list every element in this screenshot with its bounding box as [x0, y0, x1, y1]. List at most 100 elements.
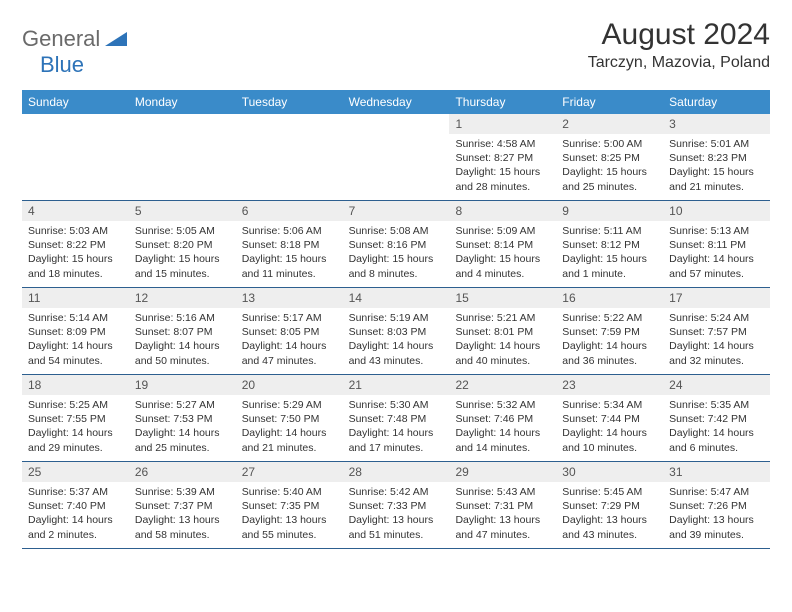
day-number: 27	[236, 462, 343, 482]
day-cell: 5Sunrise: 5:05 AMSunset: 8:20 PMDaylight…	[129, 201, 236, 287]
day-content: Sunrise: 5:43 AMSunset: 7:31 PMDaylight:…	[449, 482, 556, 547]
day-content: Sunrise: 5:22 AMSunset: 7:59 PMDaylight:…	[556, 308, 663, 373]
day-content: Sunrise: 5:08 AMSunset: 8:16 PMDaylight:…	[343, 221, 450, 286]
day-number: 3	[663, 114, 770, 134]
day-number: 28	[343, 462, 450, 482]
day-cell: 8Sunrise: 5:09 AMSunset: 8:14 PMDaylight…	[449, 201, 556, 287]
day-number: 5	[129, 201, 236, 221]
day-cell: 20Sunrise: 5:29 AMSunset: 7:50 PMDayligh…	[236, 375, 343, 461]
day-number: 21	[343, 375, 450, 395]
day-number: 17	[663, 288, 770, 308]
empty-cell	[236, 114, 343, 200]
day-number: 10	[663, 201, 770, 221]
day-cell: 23Sunrise: 5:34 AMSunset: 7:44 PMDayligh…	[556, 375, 663, 461]
day-content: Sunrise: 5:39 AMSunset: 7:37 PMDaylight:…	[129, 482, 236, 547]
day-content: Sunrise: 5:09 AMSunset: 8:14 PMDaylight:…	[449, 221, 556, 286]
day-cell: 31Sunrise: 5:47 AMSunset: 7:26 PMDayligh…	[663, 462, 770, 548]
empty-cell	[129, 114, 236, 200]
location: Tarczyn, Mazovia, Poland	[588, 54, 770, 72]
day-number: 13	[236, 288, 343, 308]
header: General Blue August 2024 Tarczyn, Mazovi…	[22, 18, 770, 78]
day-content: Sunrise: 5:32 AMSunset: 7:46 PMDaylight:…	[449, 395, 556, 460]
day-cell: 12Sunrise: 5:16 AMSunset: 8:07 PMDayligh…	[129, 288, 236, 374]
weekday-label: Thursday	[449, 90, 556, 114]
day-cell: 17Sunrise: 5:24 AMSunset: 7:57 PMDayligh…	[663, 288, 770, 374]
empty-cell	[22, 114, 129, 200]
day-cell: 19Sunrise: 5:27 AMSunset: 7:53 PMDayligh…	[129, 375, 236, 461]
empty-cell	[343, 114, 450, 200]
day-content: Sunrise: 5:27 AMSunset: 7:53 PMDaylight:…	[129, 395, 236, 460]
day-content: Sunrise: 5:06 AMSunset: 8:18 PMDaylight:…	[236, 221, 343, 286]
day-number: 31	[663, 462, 770, 482]
day-content: Sunrise: 5:21 AMSunset: 8:01 PMDaylight:…	[449, 308, 556, 373]
day-cell: 3Sunrise: 5:01 AMSunset: 8:23 PMDaylight…	[663, 114, 770, 200]
day-number: 18	[22, 375, 129, 395]
day-number: 26	[129, 462, 236, 482]
day-number: 9	[556, 201, 663, 221]
day-cell: 28Sunrise: 5:42 AMSunset: 7:33 PMDayligh…	[343, 462, 450, 548]
day-cell: 27Sunrise: 5:40 AMSunset: 7:35 PMDayligh…	[236, 462, 343, 548]
day-cell: 25Sunrise: 5:37 AMSunset: 7:40 PMDayligh…	[22, 462, 129, 548]
day-cell: 10Sunrise: 5:13 AMSunset: 8:11 PMDayligh…	[663, 201, 770, 287]
day-cell: 11Sunrise: 5:14 AMSunset: 8:09 PMDayligh…	[22, 288, 129, 374]
week-row: 11Sunrise: 5:14 AMSunset: 8:09 PMDayligh…	[22, 288, 770, 375]
day-cell: 22Sunrise: 5:32 AMSunset: 7:46 PMDayligh…	[449, 375, 556, 461]
day-number: 11	[22, 288, 129, 308]
day-cell: 14Sunrise: 5:19 AMSunset: 8:03 PMDayligh…	[343, 288, 450, 374]
title-block: August 2024 Tarczyn, Mazovia, Poland	[588, 18, 770, 72]
day-cell: 4Sunrise: 5:03 AMSunset: 8:22 PMDaylight…	[22, 201, 129, 287]
logo-text-general: General	[22, 26, 100, 51]
day-cell: 29Sunrise: 5:43 AMSunset: 7:31 PMDayligh…	[449, 462, 556, 548]
logo: General Blue	[22, 26, 127, 78]
day-content: Sunrise: 5:47 AMSunset: 7:26 PMDaylight:…	[663, 482, 770, 547]
day-number: 6	[236, 201, 343, 221]
day-number: 15	[449, 288, 556, 308]
day-content: Sunrise: 5:25 AMSunset: 7:55 PMDaylight:…	[22, 395, 129, 460]
weekday-label: Sunday	[22, 90, 129, 114]
weekday-label: Wednesday	[343, 90, 450, 114]
weekday-label: Tuesday	[236, 90, 343, 114]
logo-triangle-icon	[105, 30, 127, 51]
day-number: 29	[449, 462, 556, 482]
day-cell: 18Sunrise: 5:25 AMSunset: 7:55 PMDayligh…	[22, 375, 129, 461]
day-content: Sunrise: 5:30 AMSunset: 7:48 PMDaylight:…	[343, 395, 450, 460]
day-number: 8	[449, 201, 556, 221]
day-number: 20	[236, 375, 343, 395]
day-content: Sunrise: 5:34 AMSunset: 7:44 PMDaylight:…	[556, 395, 663, 460]
weekday-label: Friday	[556, 90, 663, 114]
day-cell: 24Sunrise: 5:35 AMSunset: 7:42 PMDayligh…	[663, 375, 770, 461]
day-number: 7	[343, 201, 450, 221]
day-content: Sunrise: 5:00 AMSunset: 8:25 PMDaylight:…	[556, 134, 663, 199]
day-content: Sunrise: 4:58 AMSunset: 8:27 PMDaylight:…	[449, 134, 556, 199]
day-number: 14	[343, 288, 450, 308]
day-cell: 15Sunrise: 5:21 AMSunset: 8:01 PMDayligh…	[449, 288, 556, 374]
day-content: Sunrise: 5:35 AMSunset: 7:42 PMDaylight:…	[663, 395, 770, 460]
day-content: Sunrise: 5:14 AMSunset: 8:09 PMDaylight:…	[22, 308, 129, 373]
day-number: 25	[22, 462, 129, 482]
weekday-label: Saturday	[663, 90, 770, 114]
day-number: 24	[663, 375, 770, 395]
month-title: August 2024	[588, 18, 770, 52]
week-row: 18Sunrise: 5:25 AMSunset: 7:55 PMDayligh…	[22, 375, 770, 462]
day-cell: 1Sunrise: 4:58 AMSunset: 8:27 PMDaylight…	[449, 114, 556, 200]
day-cell: 30Sunrise: 5:45 AMSunset: 7:29 PMDayligh…	[556, 462, 663, 548]
week-row: 25Sunrise: 5:37 AMSunset: 7:40 PMDayligh…	[22, 462, 770, 549]
day-number: 16	[556, 288, 663, 308]
day-cell: 2Sunrise: 5:00 AMSunset: 8:25 PMDaylight…	[556, 114, 663, 200]
day-content: Sunrise: 5:45 AMSunset: 7:29 PMDaylight:…	[556, 482, 663, 547]
day-cell: 9Sunrise: 5:11 AMSunset: 8:12 PMDaylight…	[556, 201, 663, 287]
weekday-header: Sunday Monday Tuesday Wednesday Thursday…	[22, 90, 770, 114]
day-content: Sunrise: 5:37 AMSunset: 7:40 PMDaylight:…	[22, 482, 129, 547]
day-content: Sunrise: 5:01 AMSunset: 8:23 PMDaylight:…	[663, 134, 770, 199]
day-content: Sunrise: 5:29 AMSunset: 7:50 PMDaylight:…	[236, 395, 343, 460]
calendar-body: 1Sunrise: 4:58 AMSunset: 8:27 PMDaylight…	[22, 114, 770, 549]
day-cell: 13Sunrise: 5:17 AMSunset: 8:05 PMDayligh…	[236, 288, 343, 374]
week-row: 1Sunrise: 4:58 AMSunset: 8:27 PMDaylight…	[22, 114, 770, 201]
day-content: Sunrise: 5:05 AMSunset: 8:20 PMDaylight:…	[129, 221, 236, 286]
day-content: Sunrise: 5:11 AMSunset: 8:12 PMDaylight:…	[556, 221, 663, 286]
day-cell: 21Sunrise: 5:30 AMSunset: 7:48 PMDayligh…	[343, 375, 450, 461]
day-content: Sunrise: 5:42 AMSunset: 7:33 PMDaylight:…	[343, 482, 450, 547]
day-number: 1	[449, 114, 556, 134]
week-row: 4Sunrise: 5:03 AMSunset: 8:22 PMDaylight…	[22, 201, 770, 288]
day-number: 22	[449, 375, 556, 395]
